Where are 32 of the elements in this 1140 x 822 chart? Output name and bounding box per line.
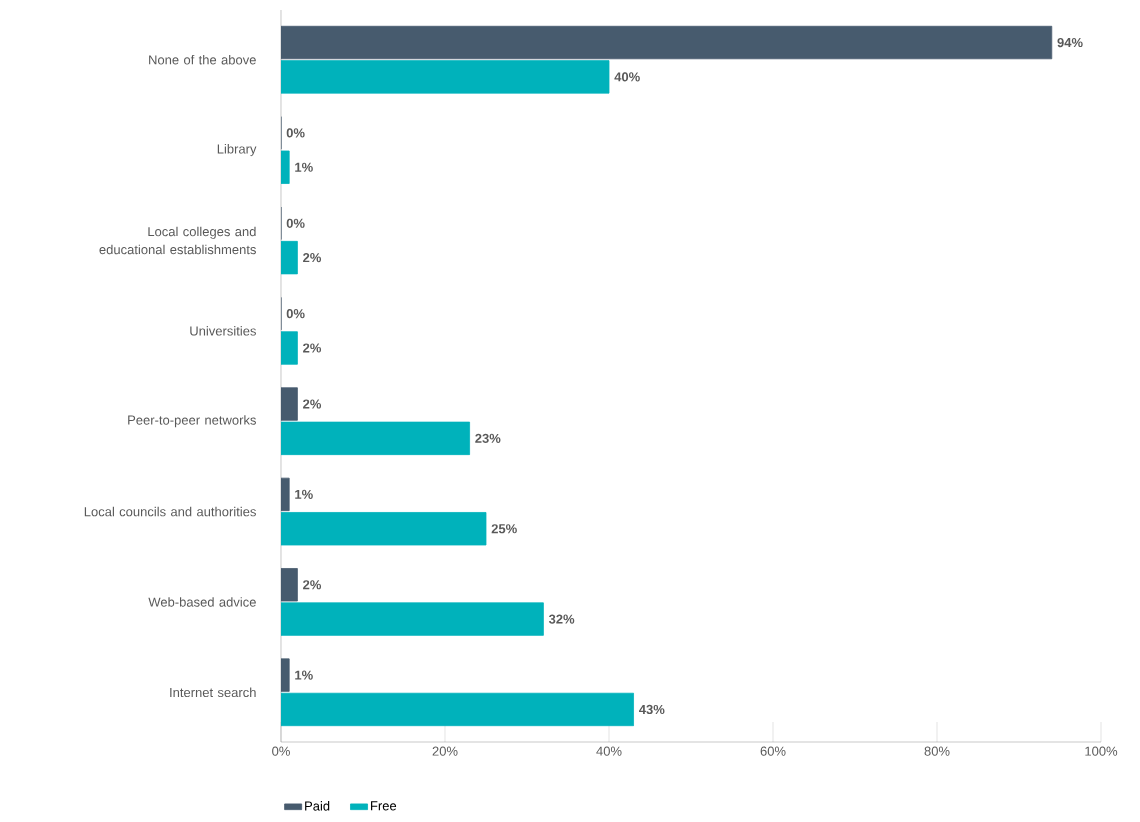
y-tick-label: Web-based advice: [148, 597, 256, 607]
data-label: 23%: [475, 433, 501, 443]
data-label: 2%: [303, 580, 322, 590]
data-label: 43%: [639, 704, 665, 715]
y-tick-label: Local colleges and educational establishments: [99, 226, 256, 255]
data-label: 1%: [295, 162, 313, 172]
x-tick-label: 20%: [432, 746, 458, 756]
data-label: 2%: [303, 253, 322, 263]
data-label: 2%: [303, 399, 322, 409]
y-tick-label: Local councils and authorities: [84, 506, 256, 517]
x-tick-label: 60%: [760, 746, 786, 756]
legend-label: Free: [371, 801, 397, 811]
data-label: 40%: [614, 72, 640, 82]
data-label: 25%: [491, 524, 517, 534]
y-tick-label: Internet search: [170, 687, 256, 698]
legend-label: Paid: [305, 801, 330, 811]
x-tick-label: 80%: [924, 746, 950, 756]
data-label: 94%: [1057, 37, 1083, 48]
data-label: 2%: [303, 343, 322, 353]
data-label: 1%: [295, 670, 313, 680]
x-tick-label: 0%: [272, 746, 290, 756]
data-label: 32%: [548, 614, 575, 624]
data-label: 0%: [286, 218, 305, 228]
data-label: 1%: [295, 489, 313, 499]
y-tick-label: Universities: [190, 326, 256, 336]
data-label: 0%: [286, 309, 305, 319]
y-tick-label: Library: [217, 144, 257, 157]
y-tick-label: None of the above: [149, 54, 256, 65]
x-tick-label: 40%: [596, 746, 622, 756]
x-tick-label: 100%: [1085, 746, 1118, 756]
data-label: 0%: [286, 128, 305, 138]
y-tick-label: Peer-to-peer networks: [128, 415, 256, 428]
